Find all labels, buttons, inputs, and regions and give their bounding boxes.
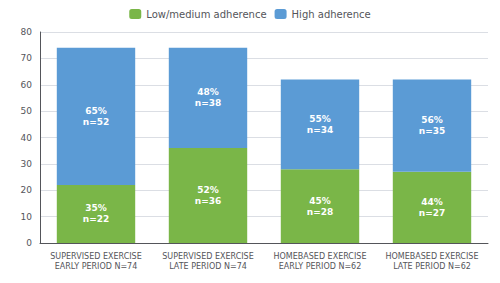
svg-text:SUPERVISED EXERCISE: SUPERVISED EXERCISE (50, 252, 141, 261)
svg-text:65%: 65% (85, 106, 107, 116)
svg-text:LATE PERIOD N=62: LATE PERIOD N=62 (393, 262, 471, 271)
svg-text:n=36: n=36 (195, 196, 221, 206)
svg-text:30: 30 (21, 159, 33, 169)
svg-text:EARLY PERIOD N=74: EARLY PERIOD N=74 (55, 262, 138, 271)
svg-text:SUPERVISED EXERCISE: SUPERVISED EXERCISE (162, 252, 253, 261)
svg-text:60: 60 (21, 80, 33, 90)
svg-text:70: 70 (21, 53, 33, 63)
svg-text:n=22: n=22 (83, 214, 109, 224)
svg-text:n=28: n=28 (307, 207, 333, 217)
svg-text:48%: 48% (197, 87, 219, 97)
svg-text:High adherence: High adherence (292, 9, 371, 20)
svg-text:10: 10 (21, 212, 33, 222)
svg-text:n=38: n=38 (195, 98, 221, 108)
svg-text:EARLY PERIOD N=62: EARLY PERIOD N=62 (279, 262, 362, 271)
svg-text:52%: 52% (197, 185, 219, 195)
svg-text:LATE PERIOD N=74: LATE PERIOD N=74 (169, 262, 247, 271)
svg-text:40: 40 (21, 133, 33, 143)
svg-text:44%: 44% (421, 197, 443, 207)
svg-text:n=34: n=34 (307, 125, 333, 135)
svg-text:n=35: n=35 (419, 126, 445, 136)
svg-text:56%: 56% (421, 115, 443, 125)
svg-text:35%: 35% (85, 203, 107, 213)
svg-text:HOMEBASED EXERCISE: HOMEBASED EXERCISE (274, 252, 367, 261)
svg-text:45%: 45% (309, 196, 331, 206)
svg-text:50: 50 (21, 106, 33, 116)
svg-text:n=52: n=52 (83, 117, 109, 127)
svg-text:Low/medium adherence: Low/medium adherence (146, 9, 266, 20)
svg-text:0: 0 (26, 238, 32, 248)
svg-text:n=27: n=27 (419, 208, 445, 218)
svg-text:80: 80 (21, 27, 33, 37)
svg-text:20: 20 (21, 185, 33, 195)
svg-text:HOMEBASED EXERCISE: HOMEBASED EXERCISE (386, 252, 479, 261)
svg-text:55%: 55% (309, 114, 331, 124)
